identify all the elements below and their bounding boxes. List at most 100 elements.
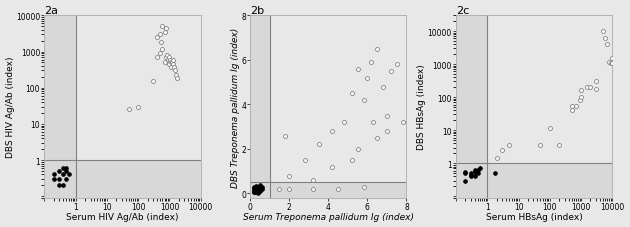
Point [461,170,471,174]
Point [54,169,64,173]
Point [470,170,480,174]
X-axis label: Serum Treponema pallidum Ig (index): Serum Treponema pallidum Ig (index) [243,212,414,222]
Point [253,189,263,193]
Point [249,190,259,194]
Point [251,188,261,191]
Point [333,187,343,190]
Point [591,80,601,84]
Text: 2a: 2a [44,5,59,15]
Point [255,188,265,191]
Point [255,187,265,190]
Point [251,185,261,188]
Point [163,59,173,62]
Point [166,66,176,69]
Point [382,114,392,118]
Point [255,189,265,193]
Point [171,77,181,81]
Point [255,187,265,191]
Point [167,61,177,65]
Point [280,134,290,138]
Point [600,37,610,41]
Point [358,99,369,102]
Point [398,121,408,124]
Point [598,30,608,34]
Point [161,27,171,31]
Point [255,183,265,187]
Point [253,188,263,192]
Y-axis label: DBS HIV Ag/Ab (index): DBS HIV Ag/Ab (index) [6,57,14,158]
Point [249,186,259,190]
Point [571,104,581,108]
Point [307,178,318,182]
Point [602,43,612,47]
Point [475,167,485,170]
Point [170,69,180,73]
Point [392,63,402,67]
Point [353,68,363,71]
Point [284,188,294,191]
Point [253,187,263,190]
Point [604,60,614,64]
Point [497,149,507,152]
Point [372,136,382,140]
Point [566,109,576,113]
Point [253,185,263,189]
Point [155,52,165,56]
Point [607,57,617,61]
Point [576,89,586,93]
Point [61,169,71,173]
Point [591,88,601,91]
Point [165,59,175,62]
Text: 2b: 2b [250,5,265,15]
Point [358,185,369,189]
Point [585,86,595,90]
Point [158,25,168,29]
Point [61,177,71,181]
Point [161,56,171,60]
Point [257,185,267,189]
Point [490,172,500,175]
Point [473,168,483,172]
Point [382,130,392,133]
Point [152,36,162,40]
Point [576,96,586,100]
Point [504,144,514,148]
Bar [250,16,270,198]
Point [164,56,175,60]
Point [327,165,337,169]
Point [249,185,259,189]
Point [466,172,476,175]
Point [461,172,471,175]
Point [162,54,172,58]
Point [314,143,324,147]
Point [470,175,480,178]
Point [166,61,176,65]
Point [575,99,585,103]
Point [491,156,501,160]
Bar [250,183,406,198]
Point [158,48,168,51]
Point [545,126,555,130]
Point [466,175,476,178]
Point [58,173,68,177]
Point [58,184,68,187]
Point [346,92,357,96]
X-axis label: Serum HBsAg (index): Serum HBsAg (index) [486,212,583,222]
Point [253,190,263,194]
Point [168,59,178,62]
Point [164,61,174,65]
Text: 2c: 2c [456,5,469,15]
Point [249,189,259,193]
Point [470,168,480,172]
Point [284,174,294,178]
Point [159,61,169,65]
Point [327,130,337,133]
Y-axis label: DBS HBsAg (index): DBS HBsAg (index) [417,64,427,150]
Point [164,63,174,67]
Point [251,190,261,193]
Point [339,121,349,124]
Point [461,179,471,183]
Point [473,172,483,175]
Point [156,41,166,45]
Point [49,173,59,177]
